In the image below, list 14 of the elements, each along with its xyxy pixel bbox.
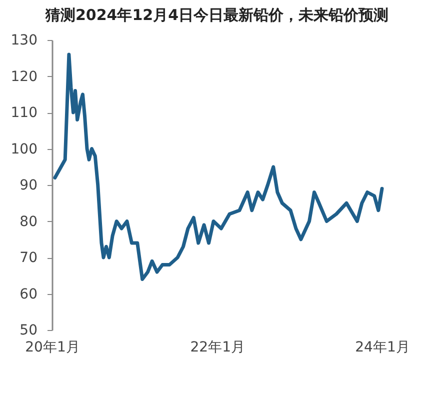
x-tick-label: 24年1月 xyxy=(355,340,410,356)
y-tick-label: 60 xyxy=(20,286,38,302)
y-tick-label: 80 xyxy=(20,214,38,230)
chart-title: 猜测2024年12月4日今日最新铅价，未来铅价预测 xyxy=(44,6,389,24)
y-tick-label: 100 xyxy=(10,141,38,158)
x-tick-label: 20年1月 xyxy=(25,340,80,356)
x-tick-label: 22年1月 xyxy=(190,340,245,356)
y-tick-label: 120 xyxy=(10,68,38,85)
y-tick-label: 50 xyxy=(20,322,38,338)
y-tick-label: 70 xyxy=(20,250,38,266)
y-tick-label: 110 xyxy=(10,105,38,121)
line-series xyxy=(53,52,384,281)
y-tick-label: 90 xyxy=(20,178,38,194)
y-tick-label: 130 xyxy=(10,32,38,48)
